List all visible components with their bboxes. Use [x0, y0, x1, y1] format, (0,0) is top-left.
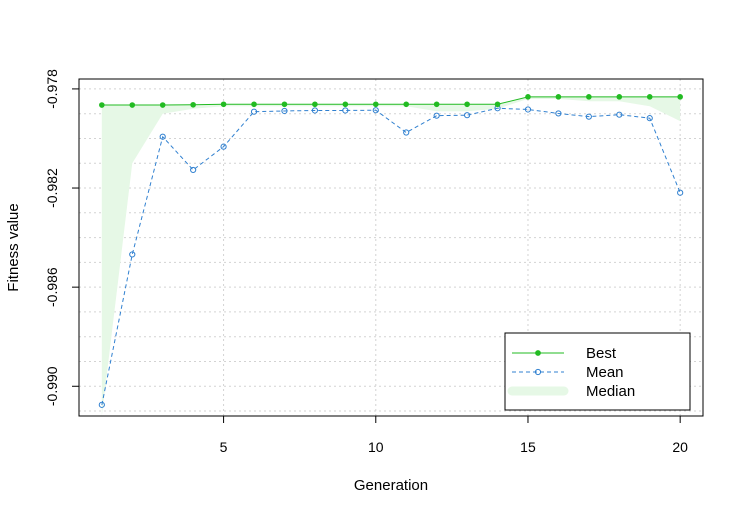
mean-point [281, 107, 288, 115]
mean-point [433, 112, 440, 119]
best-point [312, 101, 318, 108]
mean-point [311, 107, 319, 114]
mean-point [677, 189, 684, 196]
legend: Best Mean Median [504, 332, 691, 411]
y-axis-title: Fitness value [5, 203, 22, 291]
best-point [129, 102, 136, 108]
x-axis: 5 10 15 20 [220, 415, 688, 455]
x-tick-label: 10 [368, 439, 384, 455]
best-point [190, 101, 196, 108]
mean-point [220, 143, 227, 150]
mean-point [555, 110, 562, 117]
y-axis: -0.978 -0.982 -0.986 -0.990 [44, 69, 80, 406]
best-point [342, 101, 349, 108]
legend-mean-marker [534, 368, 542, 376]
legend-best-marker [535, 350, 541, 356]
best-point [616, 94, 623, 100]
mean-point [403, 129, 410, 136]
mean-point [342, 107, 349, 114]
best-point [494, 101, 501, 108]
best-point [99, 102, 105, 108]
mean-point [524, 106, 532, 113]
best-point [525, 94, 531, 100]
mean-point [585, 113, 592, 120]
mean-point [250, 108, 258, 115]
mean-point [646, 115, 653, 122]
mean-point [159, 133, 166, 140]
best-point [403, 101, 410, 108]
best-point [251, 101, 257, 108]
best-point [677, 94, 683, 100]
best-series-line [101, 96, 681, 106]
best-point [464, 101, 470, 108]
legend-best-label: Best [586, 345, 617, 362]
best-point [281, 101, 288, 108]
y-tick-label: -0.990 [44, 366, 60, 406]
series-layer [98, 94, 684, 408]
y-tick-label: -0.982 [44, 168, 60, 208]
best-point [159, 102, 166, 108]
legend-median-label: Median [586, 383, 635, 400]
best-point [555, 94, 562, 100]
best-point [220, 101, 227, 108]
mean-point [129, 251, 136, 258]
x-axis-title: Generation [354, 477, 428, 494]
mean-point [98, 401, 105, 408]
y-tick-label: -0.978 [44, 69, 60, 109]
mean-point [616, 111, 623, 118]
legend-mean-label: Mean [586, 364, 624, 381]
x-tick-label: 5 [220, 439, 228, 455]
x-tick-label: 15 [520, 439, 536, 455]
y-tick-label: -0.986 [44, 267, 60, 307]
mean-point [190, 166, 197, 174]
x-tick-label: 20 [672, 439, 688, 455]
best-point [372, 101, 379, 108]
best-point [586, 94, 592, 100]
best-point [433, 101, 440, 108]
mean-point [463, 112, 471, 119]
best-point [646, 94, 653, 100]
mean-point [372, 107, 379, 114]
